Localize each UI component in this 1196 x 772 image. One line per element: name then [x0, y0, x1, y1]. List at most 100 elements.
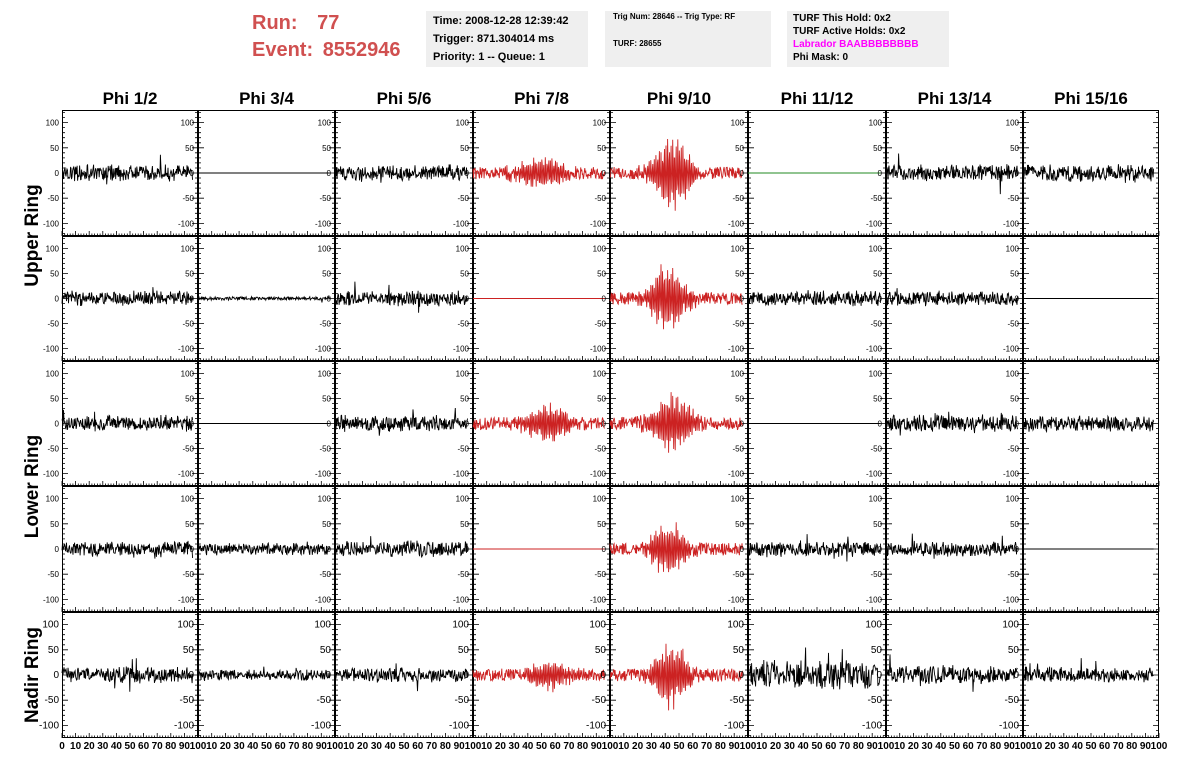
- panel-ticks: [609, 363, 749, 486]
- y-tick-label: 100: [456, 370, 470, 379]
- trig-num-text: Trig Num: 28646 -- Trig Type: RF: [613, 12, 736, 21]
- x-tick-label: 80: [715, 741, 727, 752]
- y-tick-label: -100: [862, 720, 882, 731]
- panel-ticks: [885, 488, 1024, 612]
- panel-ticks: [1022, 112, 1160, 236]
- run-row: Run: 77: [252, 10, 401, 37]
- y-tick-label: -100: [453, 470, 470, 479]
- y-tick-label: 50: [873, 395, 882, 404]
- y-tick-label: -50: [730, 695, 745, 706]
- y-tick-label: -100: [178, 470, 195, 479]
- y-tick-label: -50: [457, 194, 469, 203]
- y-tick-label: 0: [602, 169, 607, 178]
- y-tick-label: 0: [1015, 545, 1020, 554]
- y-tick-label: 100: [181, 119, 195, 128]
- y-tick-label: 100: [1002, 620, 1019, 631]
- y-tick-label: -50: [732, 320, 744, 329]
- x-tick-label: 40: [798, 741, 810, 752]
- y-tick-label: 0: [190, 545, 195, 554]
- panel-ticks: [747, 363, 887, 486]
- y-tick-label: -100: [590, 219, 607, 228]
- y-tick-label: 100: [46, 370, 60, 379]
- x-tick-label: 30: [509, 741, 521, 752]
- panel-r1-c5: 100 50 0 -50 -100: [590, 110, 749, 236]
- waveform-trace: [609, 264, 743, 330]
- y-tick-label: -50: [45, 695, 60, 706]
- panel-r3-c2: 100 50 0 -50 -100: [178, 361, 336, 486]
- y-tick-label: -50: [457, 445, 469, 454]
- panel-ticks: [885, 363, 1024, 486]
- y-tick-label: 50: [733, 645, 745, 656]
- y-tick-label: -100: [728, 345, 745, 354]
- x-tick-label: 50: [811, 741, 823, 752]
- y-tick-label: 50: [735, 270, 744, 279]
- y-tick-label: 100: [869, 495, 883, 504]
- y-tick-label: 100: [318, 119, 332, 128]
- x-tick-label: 80: [1126, 741, 1138, 752]
- y-tick-label: -100: [315, 470, 332, 479]
- x-tick-label: 80: [440, 741, 452, 752]
- y-tick-label: 0: [740, 545, 745, 554]
- panel-r3-c6: 100 50 0 -50 -100: [728, 361, 887, 486]
- y-tick-label: -50: [870, 445, 882, 454]
- x-tick-label: 60: [550, 741, 562, 752]
- panel-r1-c1: 100 50 0 -50 -100: [43, 110, 199, 236]
- y-tick-label: 0: [1015, 169, 1020, 178]
- waveform-trace: [61, 287, 194, 307]
- x-tick-label: 50: [673, 741, 685, 752]
- y-tick-label: 50: [873, 144, 882, 153]
- y-tick-label: -100: [43, 345, 60, 354]
- panel-ticks: [334, 363, 474, 486]
- y-tick-label: 0: [1015, 420, 1020, 429]
- x-tick-label: 40: [1072, 741, 1084, 752]
- y-tick-label: 50: [597, 520, 606, 529]
- y-tick-label: 50: [735, 144, 744, 153]
- x-tick-label: 90: [316, 741, 328, 752]
- y-tick-label: 100: [181, 495, 195, 504]
- y-tick-label: 0: [465, 295, 470, 304]
- y-tick-label: -50: [1007, 194, 1019, 203]
- column-header-6: Phi 11/12: [781, 89, 854, 108]
- y-tick-label: -50: [1005, 695, 1020, 706]
- y-tick-label: -50: [180, 695, 195, 706]
- y-tick-label: 100: [869, 245, 883, 254]
- panel-ticks: [197, 488, 336, 612]
- row-label-2: Lower Ring: [22, 435, 43, 538]
- x-tick-label: 30: [922, 741, 934, 752]
- y-tick-label: 50: [597, 395, 606, 404]
- y-tick-label: -50: [594, 445, 606, 454]
- labrador-text: Labrador BAABBBBBBBB: [793, 39, 919, 50]
- y-tick-label: -50: [732, 445, 744, 454]
- x-tick-label: 20: [908, 741, 920, 752]
- y-tick-label: -50: [319, 570, 331, 579]
- y-tick-label: -100: [866, 345, 883, 354]
- panel-r2-c2: 100 50 0 -50 -100: [178, 236, 336, 361]
- x-tick-label: 100: [878, 741, 895, 752]
- y-tick-label: 50: [1010, 144, 1019, 153]
- y-tick-label: -100: [1003, 470, 1020, 479]
- waveform-trace: [61, 540, 194, 559]
- y-tick-label: 50: [1010, 520, 1019, 529]
- y-tick-label: 50: [460, 395, 469, 404]
- y-tick-label: 0: [325, 670, 331, 681]
- y-tick-label: 100: [181, 245, 195, 254]
- y-tick-label: 0: [740, 420, 745, 429]
- y-tick-label: -100: [43, 219, 60, 228]
- panel-ticks: [885, 112, 1024, 236]
- x-tick-label: 60: [687, 741, 699, 752]
- x-tick-label: 80: [853, 741, 865, 752]
- waveform-trace: [472, 402, 605, 442]
- y-tick-label: 0: [465, 420, 470, 429]
- y-tick-label: -50: [594, 194, 606, 203]
- y-tick-label: 100: [727, 620, 744, 631]
- x-tick-label: 70: [152, 741, 164, 752]
- y-tick-label: -100: [724, 720, 744, 731]
- panel-r3-c4: 100 50 0 -50 -100: [453, 361, 611, 486]
- x-tick-label: 40: [660, 741, 672, 752]
- x-tick-label: 10: [70, 741, 82, 752]
- waveform-trace: [472, 157, 605, 187]
- waveform-trace: [197, 666, 330, 681]
- y-tick-label: 0: [876, 670, 882, 681]
- x-tick-label: 60: [138, 741, 150, 752]
